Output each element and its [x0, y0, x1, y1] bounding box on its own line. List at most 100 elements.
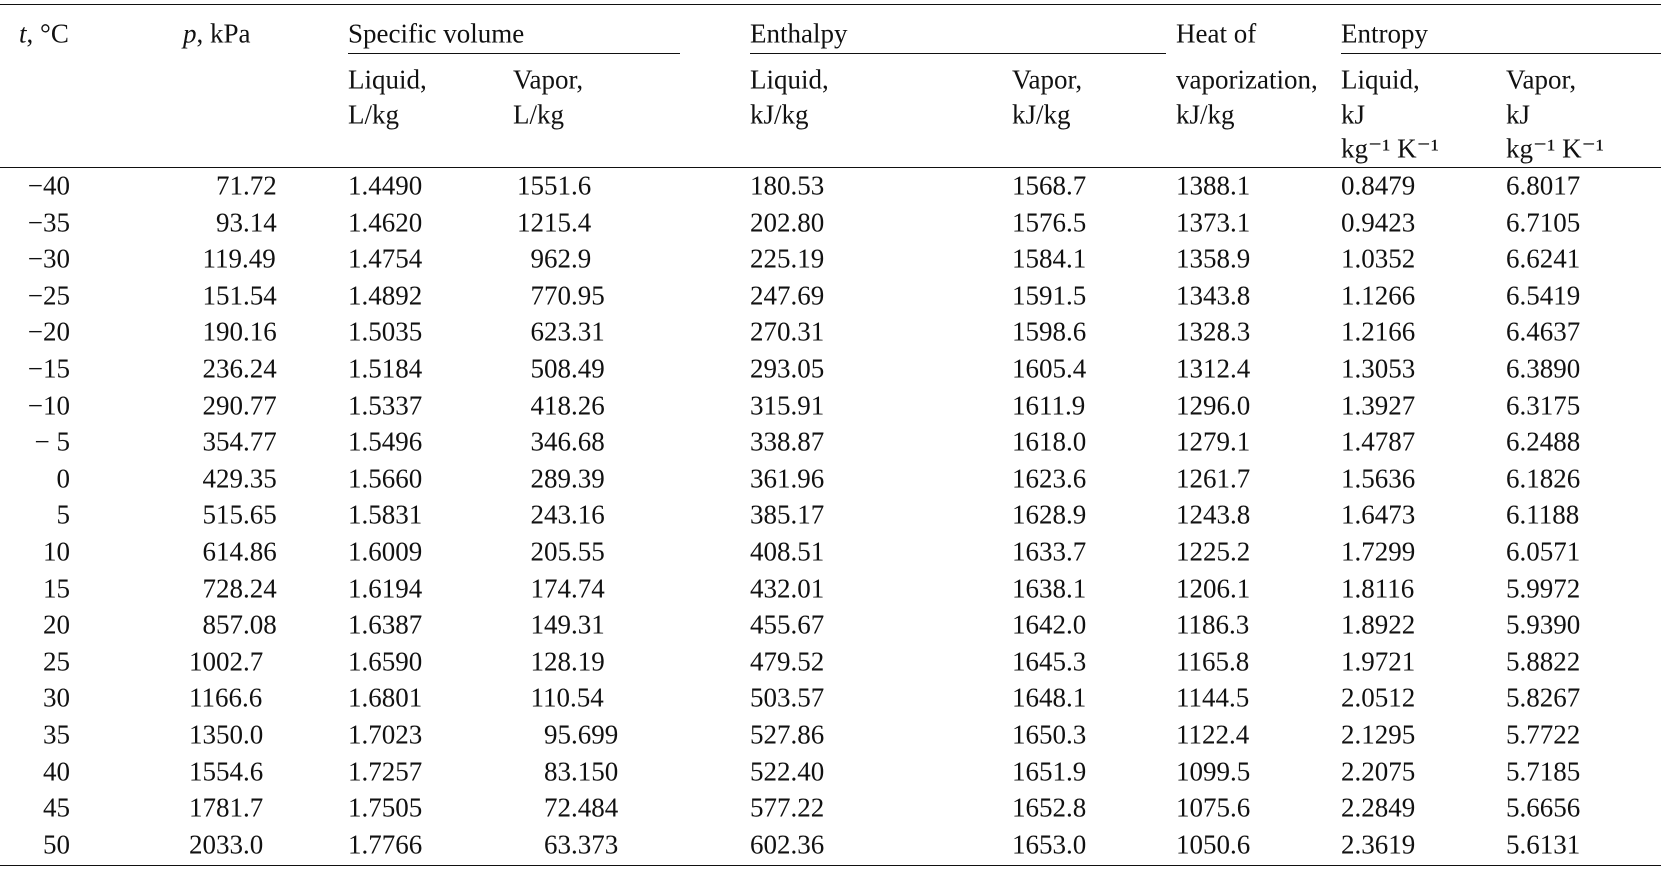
- cell: 1122.4: [1176, 719, 1250, 750]
- cell: 1373.1: [1176, 207, 1251, 238]
- cell: 290.77: [202, 390, 277, 421]
- cell: 577.22: [750, 792, 825, 823]
- cell: 2033.0: [189, 829, 264, 860]
- cell: 1.0352: [1341, 243, 1416, 274]
- column-subheader: kg⁻¹ K⁻¹: [1506, 133, 1604, 164]
- column-subheader: vaporization,: [1176, 64, 1318, 95]
- cell: 15: [43, 573, 70, 604]
- cell: 1591.5: [1012, 280, 1087, 311]
- column-subheader: Liquid,: [1341, 64, 1420, 95]
- cell: 1215.4: [517, 207, 592, 238]
- cell: 5.6131: [1506, 829, 1581, 860]
- cell: 1358.9: [1176, 243, 1251, 274]
- cell: 2.3619: [1341, 829, 1416, 860]
- symbol: t: [19, 18, 27, 49]
- group-header: Entropy: [1341, 18, 1428, 49]
- cell: 190.16: [202, 316, 277, 347]
- cell: 1568.7: [1012, 170, 1087, 201]
- cell: 243.16: [530, 499, 605, 530]
- cell: 1611.9: [1012, 390, 1086, 421]
- cell: 1618.0: [1012, 426, 1087, 457]
- cell: 202.80: [750, 207, 825, 238]
- cell: 338.87: [750, 426, 825, 457]
- column-subheader: Vapor,: [1012, 64, 1083, 95]
- cell: 1.5831: [348, 499, 423, 530]
- cell: 1002.7: [189, 646, 264, 677]
- group-rule: [1341, 53, 1661, 54]
- cell: 432.01: [750, 573, 825, 604]
- cell: 1225.2: [1176, 536, 1251, 567]
- cell: 5: [56, 499, 71, 530]
- cell: 205.55: [530, 536, 605, 567]
- cell: −35: [27, 207, 70, 238]
- cell: 962.9: [530, 243, 592, 274]
- cell: 1650.3: [1012, 719, 1087, 750]
- cell: 6.6241: [1506, 243, 1581, 274]
- header-rule: [0, 167, 1661, 168]
- cell: 1099.5: [1176, 756, 1251, 787]
- cell: 1653.0: [1012, 829, 1087, 860]
- cell: 1343.8: [1176, 280, 1251, 311]
- cell: 93.14: [216, 207, 277, 238]
- cell: 128.19: [530, 646, 605, 677]
- cell: 6.5419: [1506, 280, 1581, 311]
- column-subheader: Vapor,: [1506, 64, 1577, 95]
- cell: 857.08: [202, 609, 277, 640]
- column-subheader: kJ: [1506, 99, 1531, 130]
- bottom-rule: [0, 865, 1661, 866]
- column-subheader: Vapor,: [513, 64, 584, 95]
- cell: 1.6590: [348, 646, 423, 677]
- cell: 315.91: [750, 390, 825, 421]
- cell: 614.86: [202, 536, 277, 567]
- cell: 45: [43, 792, 70, 823]
- cell: 40: [43, 756, 70, 787]
- cell: 1645.3: [1012, 646, 1087, 677]
- cell: 515.65: [202, 499, 277, 530]
- cell: 0.9423: [1341, 207, 1416, 238]
- cell: 5.8267: [1506, 682, 1581, 713]
- column-subheader: kJ: [1341, 99, 1366, 130]
- cell: 6.0571: [1506, 536, 1581, 567]
- cell: 346.68: [530, 426, 605, 457]
- column-subheader: kJ/kg: [750, 99, 809, 130]
- cell: 1186.3: [1176, 609, 1250, 640]
- cell: 1652.8: [1012, 792, 1087, 823]
- cell: 95.699: [544, 719, 619, 750]
- cell: 503.57: [750, 682, 825, 713]
- cell: 6.1826: [1506, 463, 1581, 494]
- column-subheader: kJ/kg: [1012, 99, 1071, 130]
- cell: 1261.7: [1176, 463, 1251, 494]
- cell: 1050.6: [1176, 829, 1251, 860]
- cell: − 5: [34, 426, 70, 457]
- cell: 149.31: [530, 609, 605, 640]
- cell: 6.3890: [1506, 353, 1581, 384]
- cell: 1628.9: [1012, 499, 1087, 530]
- cell: 119.49: [202, 243, 276, 274]
- cell: 5.8822: [1506, 646, 1581, 677]
- cell: 1.6009: [348, 536, 423, 567]
- cell: 1166.6: [189, 682, 263, 713]
- cell: 1584.1: [1012, 243, 1087, 274]
- cell: 2.2075: [1341, 756, 1416, 787]
- cell: 1.8116: [1341, 573, 1415, 604]
- cell: 1312.4: [1176, 353, 1251, 384]
- cell: 1554.6: [189, 756, 264, 787]
- cell: 354.77: [202, 426, 277, 457]
- cell: 1633.7: [1012, 536, 1087, 567]
- cell: 429.35: [202, 463, 277, 494]
- cell: 1075.6: [1176, 792, 1251, 823]
- cell: 6.3175: [1506, 390, 1581, 421]
- cell: 1.6473: [1341, 499, 1416, 530]
- cell: 1.5636: [1341, 463, 1416, 494]
- top-rule: [0, 4, 1661, 5]
- unit: , °C: [26, 18, 69, 49]
- group-rule: [750, 53, 1166, 54]
- cell: 270.31: [750, 316, 825, 347]
- cell: 1.4754: [348, 243, 423, 274]
- cell: 1.9721: [1341, 646, 1416, 677]
- cell: 1.3053: [1341, 353, 1416, 384]
- cell: 479.52: [750, 646, 825, 677]
- cell: 508.49: [530, 353, 605, 384]
- cell: 408.51: [750, 536, 825, 567]
